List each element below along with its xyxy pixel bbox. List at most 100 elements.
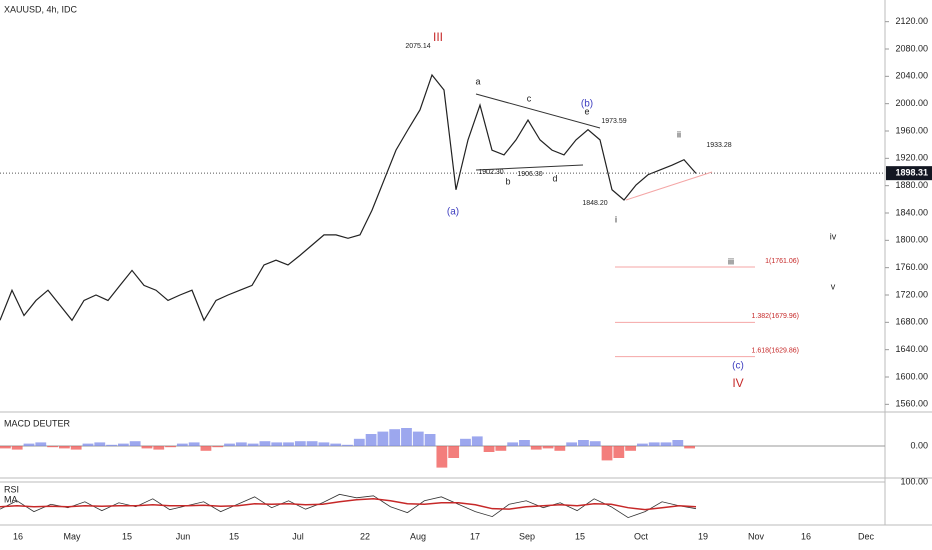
macd-bar [519, 440, 530, 446]
wave-label: 2075.14 [405, 43, 430, 50]
macd-bar [271, 442, 283, 446]
x-tick-label: 15 [229, 531, 239, 541]
x-tick-label: 15 [122, 531, 132, 541]
x-tick-label: 16 [801, 531, 811, 541]
y-tick-label: 1920.00 [895, 153, 928, 163]
macd-bar [200, 446, 212, 451]
macd-bar [389, 429, 401, 446]
macd-bar [672, 440, 684, 446]
wave-label: i [615, 214, 617, 224]
macd-bar [471, 436, 483, 446]
macd-bar [306, 441, 318, 446]
fib-label: 1.618(1629.86) [752, 347, 799, 354]
x-tick-label: 22 [360, 531, 370, 541]
macd-bar [188, 442, 200, 446]
x-tick-label: Jun [176, 531, 191, 541]
legend-entry: RSI [4, 484, 19, 494]
rsi-line [0, 493, 697, 519]
macd-bar [58, 446, 70, 449]
macd-bar [684, 446, 695, 449]
macd-bar [412, 431, 424, 446]
macd-bar [365, 434, 377, 446]
macd-bar [70, 446, 82, 450]
y-tick-label: 1720.00 [895, 289, 928, 299]
macd-bar [625, 446, 637, 451]
wave-label: iv [830, 231, 837, 241]
x-tick-label: 16 [13, 531, 23, 541]
macd-bar [578, 440, 589, 446]
y-tick-label: 1680.00 [895, 317, 928, 327]
macd-bar [224, 443, 235, 446]
macd-label: MACD DEUTER [4, 418, 71, 428]
y-tick-label: 1760.00 [895, 262, 928, 272]
fib-label: 1.382(1679.96) [752, 313, 799, 320]
macd-bar [283, 442, 294, 446]
macd-bar [141, 446, 153, 449]
macd-bar [11, 446, 23, 450]
macd-bar [94, 442, 106, 446]
macd-bar [460, 438, 471, 446]
rsi-tick-label: 100.00 [900, 476, 928, 486]
x-tick-label: Aug [410, 531, 426, 541]
x-tick-label: 19 [698, 531, 708, 541]
macd-bar [176, 443, 188, 446]
wave-label: 1902.30 [478, 169, 503, 176]
macd-bar [648, 442, 660, 446]
wave-label: 1848.20 [582, 200, 607, 207]
macd-bar [483, 446, 495, 452]
macd-bar [542, 446, 554, 449]
macd-bar [424, 434, 436, 446]
fib-label: 1(1761.06) [765, 258, 799, 265]
wave-label: 1933.28 [706, 142, 731, 149]
x-tick-label: Sep [519, 531, 535, 541]
macd-bar [660, 442, 672, 446]
macd-bar [106, 444, 117, 446]
macd-bar [82, 443, 94, 446]
x-tick-label: Nov [748, 531, 765, 541]
macd-bar [212, 446, 224, 448]
wave-label: (a) [447, 207, 459, 218]
wave-label: d [552, 173, 557, 183]
wave-label: a [475, 76, 480, 86]
y-tick-label: 1960.00 [895, 125, 928, 135]
y-tick-label: 1840.00 [895, 207, 928, 217]
x-tick-label: 17 [470, 531, 480, 541]
macd-bar [23, 443, 35, 446]
macd-bar [495, 446, 507, 451]
macd-bar [530, 446, 542, 450]
y-tick-label: 2040.00 [895, 71, 928, 81]
y-tick-label: 2080.00 [895, 43, 928, 53]
wave-label: 1973.59 [601, 118, 626, 125]
price-line [0, 73, 697, 322]
rsi-line [0, 498, 697, 511]
macd-bar [401, 428, 412, 446]
macd-bar [554, 446, 566, 451]
y-tick-label: 1880.00 [895, 180, 928, 190]
y-tick-label: 2120.00 [895, 16, 928, 26]
x-tick-label: May [63, 531, 81, 541]
y-tick-label: 1560.00 [895, 399, 928, 409]
trend-line [475, 93, 601, 129]
wave-label: iii [728, 256, 734, 266]
wave-label: (b) [581, 99, 593, 110]
macd-bar [0, 446, 11, 449]
wave-label: III [433, 30, 443, 44]
macd-bar [377, 431, 389, 446]
chart-title: XAUUSD, 4h, IDC [4, 4, 78, 14]
y-tick-label: 1600.00 [895, 371, 928, 381]
x-tick-label: Dec [858, 531, 875, 541]
macd-bar [294, 441, 306, 446]
last-price-label: 1898.31 [895, 168, 928, 178]
x-tick-label: Oct [634, 531, 649, 541]
wave-label: (c) [732, 361, 744, 372]
macd-bar [129, 441, 141, 446]
macd-bar [589, 441, 601, 446]
macd-bar [47, 446, 58, 448]
macd-bar [247, 443, 259, 446]
macd-zero-label: 0.00 [910, 440, 928, 450]
trend-line [625, 171, 713, 201]
macd-bar [566, 442, 578, 446]
y-tick-label: 2000.00 [895, 98, 928, 108]
